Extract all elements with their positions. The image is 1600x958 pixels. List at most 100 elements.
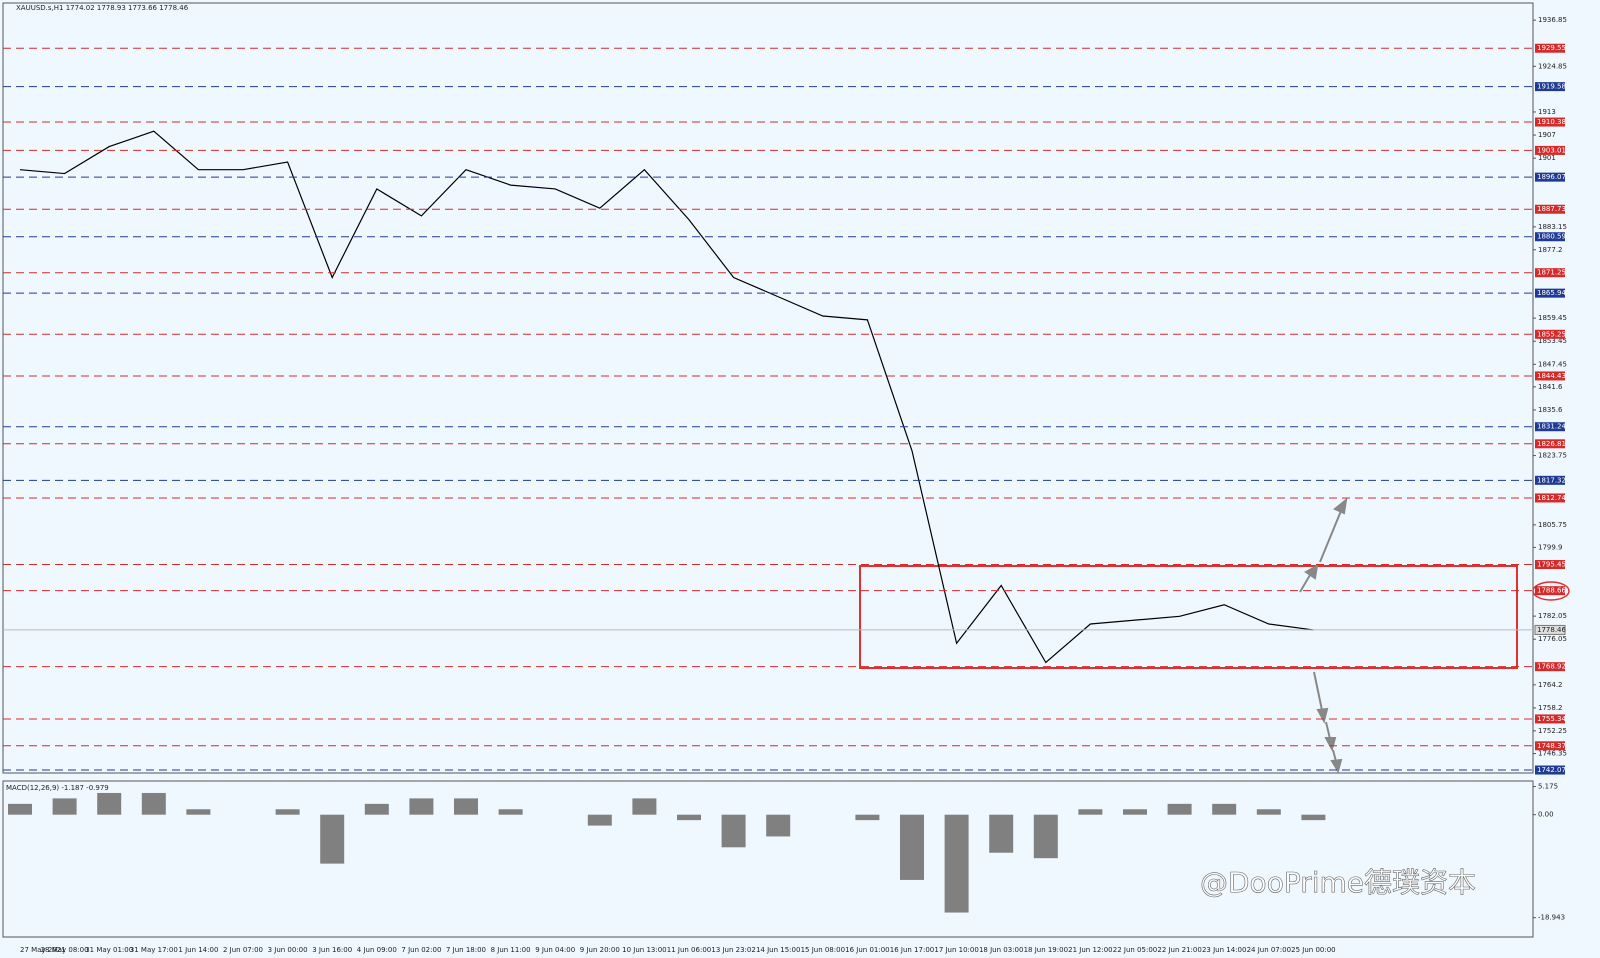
level-label-box [1535, 560, 1565, 570]
level-label: 1919.58 [1537, 83, 1566, 91]
macd-bar [1301, 814, 1326, 821]
level-label-box [1535, 329, 1565, 339]
x-tick-label: 28 May 08:00 [41, 946, 89, 954]
y-tick-label: 1924.85 [1538, 62, 1567, 70]
level-label: 1896.07 [1537, 173, 1566, 181]
x-tick-label: 14 Jun 15:00 [756, 946, 800, 954]
level-label: 1887.73 [1537, 205, 1566, 213]
x-tick-label: 3 Jun 16:00 [312, 946, 352, 954]
level-label-box [1535, 714, 1565, 724]
macd-bar [409, 798, 434, 815]
macd-frame [2, 780, 1534, 938]
level-label-box [1535, 741, 1565, 751]
y-tick-label: 1877.2 [1538, 246, 1563, 254]
x-tick-label: 13 Jun 23:02 [711, 946, 755, 954]
level-label: 1929.55 [1537, 44, 1566, 52]
level-label-box [1535, 268, 1565, 278]
macd-bar [186, 809, 211, 815]
macd-bar [1212, 803, 1237, 815]
macd-bar [1078, 809, 1103, 815]
y-tick-label: 1752.25 [1538, 727, 1567, 735]
macd-bar [275, 809, 300, 815]
level-label-box [1535, 586, 1565, 596]
macd-bar [900, 814, 924, 880]
x-tick-label: 4 Jun 09:00 [357, 946, 397, 954]
y-tick-label: 1835.6 [1538, 406, 1563, 414]
y-tick-label: 1782.05 [1538, 612, 1567, 620]
macd-bar [1033, 814, 1058, 859]
level-label: 1865.94 [1537, 289, 1566, 297]
y-tick-label: -18.943 [1538, 914, 1565, 922]
macd-bar [1167, 803, 1192, 815]
range-box [859, 565, 1518, 669]
x-tick-label: 22 Jun 21:00 [1157, 946, 1201, 954]
macd-bar [632, 798, 657, 815]
macd-bar [721, 814, 746, 848]
y-tick-label: 1847.45 [1538, 360, 1567, 368]
x-tick-label: 7 Jun 18:00 [446, 946, 486, 954]
level-label: 1880.59 [1537, 233, 1566, 241]
level-label: 1817.32 [1537, 476, 1566, 484]
level-label: 1795.45 [1537, 561, 1566, 569]
macd-bar [587, 814, 612, 826]
macd-bar [141, 792, 166, 815]
level-label: 1855.25 [1537, 330, 1566, 338]
x-tick-label: 15 Jun 08:00 [801, 946, 845, 954]
level-label-box [1535, 439, 1565, 449]
x-tick-label: 25 Jun 00:00 [1291, 946, 1335, 954]
level-label-box [1535, 145, 1565, 155]
y-tick-label: 1907 [1538, 131, 1556, 139]
level-label: 1871.25 [1537, 269, 1566, 277]
level-label: 1910.38 [1537, 118, 1566, 126]
macd-bar [855, 814, 880, 821]
x-tick-label: 11 Jun 06:00 [667, 946, 711, 954]
y-tick-label: 1853.45 [1538, 337, 1567, 345]
x-tick-label: 31 May 01:00 [85, 946, 133, 954]
y-tick-label: 1901 [1538, 154, 1556, 162]
level-label-box [1535, 204, 1565, 214]
level-label-box [1535, 475, 1565, 485]
main-frame [2, 2, 1534, 774]
x-tick-label: 31 May 17:00 [130, 946, 178, 954]
level-label-box [1535, 493, 1565, 503]
y-tick-label: 1883.15 [1538, 223, 1567, 231]
macd-bar [677, 814, 701, 821]
level-label: 1844.43 [1537, 372, 1566, 380]
y-tick-label: 1936.85 [1538, 16, 1567, 24]
x-tick-label: 27 May 2021 [20, 946, 66, 954]
macd-bar [454, 798, 478, 815]
level-label-box [1535, 288, 1565, 298]
arrows [1299, 497, 1348, 774]
x-tick-label: 9 Jun 04:00 [535, 946, 575, 954]
level-label: 1748.37 [1537, 742, 1566, 750]
x-tick-label: 1 Jun 14:00 [178, 946, 218, 954]
x-tick-label: 22 Jun 05:00 [1113, 946, 1157, 954]
x-tick-label: 16 Jun 01:00 [845, 946, 889, 954]
level-label-box [1535, 43, 1565, 53]
x-tick-label: 21 Jun 12:00 [1068, 946, 1112, 954]
last-price-label: 1778.46 [1537, 626, 1566, 634]
y-tick-label: 1823.75 [1538, 452, 1567, 460]
y-tick-label: 1758.2 [1538, 704, 1563, 712]
y-tick-label: 1913 [1538, 108, 1556, 116]
macd-bar [320, 814, 345, 864]
macd-bar [944, 814, 969, 913]
x-tick-label: 18 Jun 03:00 [979, 946, 1023, 954]
x-tick-label: 8 Jun 11:00 [491, 946, 531, 954]
level-label: 1755.34 [1537, 715, 1566, 723]
x-tick-label: 23 Jun 14:00 [1202, 946, 1246, 954]
watermark: @DooPrime德璞资本 [1200, 866, 1476, 899]
level-label-box [1535, 371, 1565, 381]
x-tick-label: 17 Jun 10:00 [934, 946, 978, 954]
y-tick-label: 1841.6 [1538, 383, 1563, 391]
x-tick-label: 18 Jun 19:00 [1024, 946, 1068, 954]
macd-title: MACD(12,26,9) -1.187 -0.979 [6, 784, 109, 792]
level-label-box [1535, 422, 1565, 432]
y-tick-label: 0.00 [1538, 811, 1554, 819]
price-line [19, 130, 1314, 664]
highlight-circle [1532, 581, 1570, 601]
y-tick-label: 1805.75 [1538, 521, 1567, 529]
y-tick-label: 1859.45 [1538, 314, 1567, 322]
